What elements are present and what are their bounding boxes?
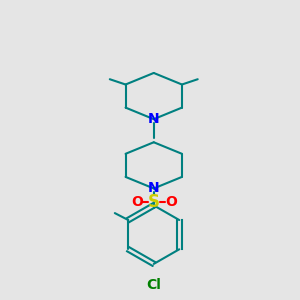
Text: S: S xyxy=(148,193,160,211)
Text: O: O xyxy=(131,195,142,208)
Text: N: N xyxy=(148,182,160,196)
Text: Cl: Cl xyxy=(146,278,161,292)
Text: O: O xyxy=(165,195,177,208)
Text: N: N xyxy=(148,112,160,126)
